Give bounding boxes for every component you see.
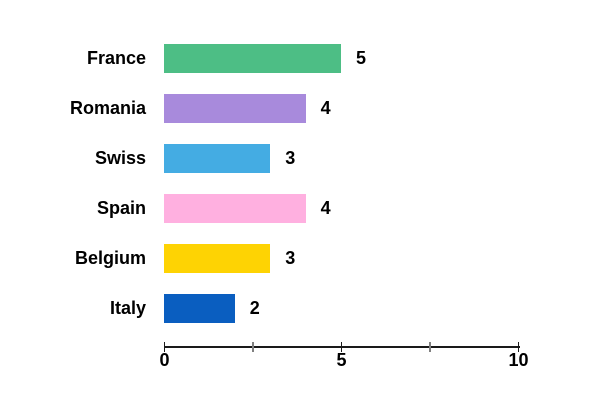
category-label: Belgium <box>74 248 146 268</box>
category-label: Italy <box>109 298 146 318</box>
bar-row: Swiss 3 <box>0 144 600 173</box>
x-axis-tick <box>252 342 254 352</box>
bar <box>164 194 306 223</box>
bar <box>164 144 271 173</box>
bar-row: France 5 <box>0 44 600 73</box>
x-axis-tick-label: 10 <box>508 350 529 370</box>
x-axis-tick <box>163 342 166 352</box>
bar-row: Italy 2 <box>0 294 600 323</box>
bar-row: Belgium 3 <box>0 244 600 273</box>
value-label: 3 <box>285 148 296 168</box>
x-axis-tick-label: 0 <box>159 350 170 370</box>
x-axis-tick <box>340 342 343 352</box>
category-label: France <box>86 48 146 68</box>
category-label: Romania <box>69 98 146 118</box>
bar <box>164 244 271 273</box>
value-label: 5 <box>356 48 367 68</box>
category-label: Swiss <box>94 148 146 168</box>
bar-row: Spain 4 <box>0 194 600 223</box>
value-label: 4 <box>320 98 331 118</box>
bar <box>164 294 235 323</box>
value-label: 4 <box>320 198 331 218</box>
bar <box>164 94 306 123</box>
x-axis-tick <box>429 342 431 352</box>
bar <box>164 44 341 73</box>
value-label: 3 <box>285 248 296 268</box>
category-label: Spain <box>96 198 146 218</box>
value-label: 2 <box>249 298 260 318</box>
x-axis-tick <box>517 342 520 352</box>
x-axis-tick-label: 5 <box>336 350 347 370</box>
bar-row: Romania 4 <box>0 94 600 123</box>
